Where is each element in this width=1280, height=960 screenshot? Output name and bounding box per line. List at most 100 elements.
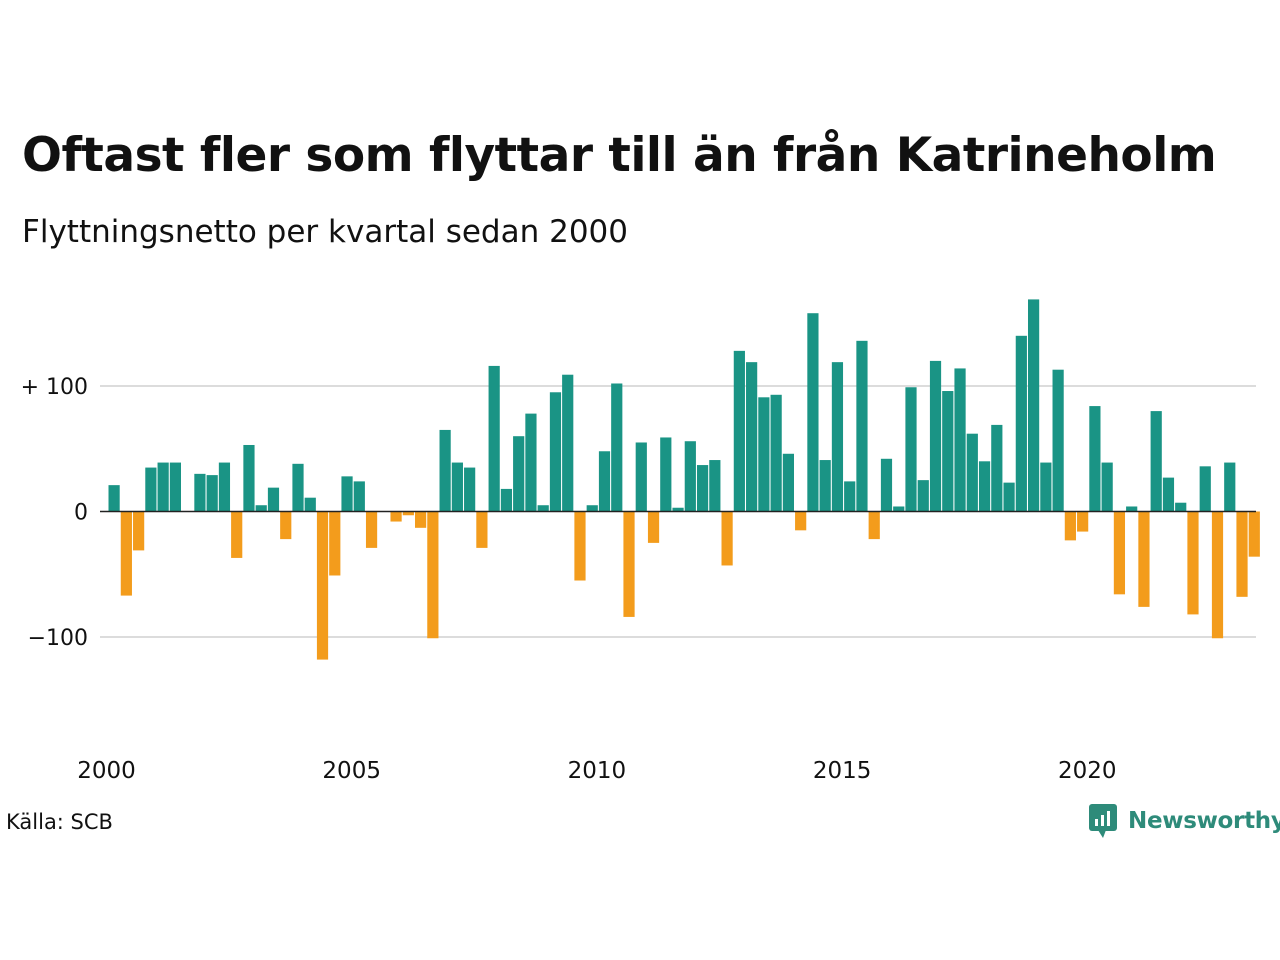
bar-positive [696,465,709,512]
bar-positive [929,360,942,512]
bar-positive [500,488,513,512]
bar-positive [218,462,231,512]
bar-positive [341,476,353,512]
bar-positive [1199,466,1211,512]
bar-positive [1126,506,1138,512]
x-tick-label: 2010 [568,758,627,784]
bar-negative [365,511,378,548]
bar-negative [476,511,488,548]
bar-negative [390,511,402,522]
source-note: Källa: SCB [6,810,113,834]
bar-positive [709,460,721,512]
bar-positive [353,481,365,512]
bar-positive [672,507,684,512]
bar-negative [1248,511,1260,557]
bar-negative [133,511,145,551]
bar-positive [856,340,868,512]
bar-negative [329,511,341,576]
bar-positive [206,475,218,512]
bar-positive [966,433,978,512]
chart-title: Oftast fler som flyttar till än från Kat… [22,128,1217,183]
bar-positive [108,485,120,512]
bar-positive [893,506,905,512]
bar-negative [721,511,733,566]
bar-positive [292,463,304,512]
bar-positive [439,429,451,512]
bar-positive [611,383,623,512]
x-tick-label: 2015 [813,758,872,784]
bar-negative [427,511,439,639]
newsworthy-logo-icon [1089,804,1117,838]
bar-positive [451,462,463,512]
bar-positive [880,458,893,512]
bar-positive [1015,335,1027,512]
chart-subtitle: Flyttningsnetto per kvartal sedan 2000 [22,214,628,250]
bar-positive [844,481,856,512]
bar-positive [464,467,476,512]
bar-positive [635,442,647,512]
bar-positive [831,362,844,512]
bar-positive [660,437,672,512]
newsworthy-logo[interactable]: Newsworthy [1088,803,1280,839]
bar-negative [1064,511,1076,541]
bar-positive [525,413,537,512]
bar-negative [120,511,132,596]
bar-negative [402,511,414,516]
bar-positive [267,487,280,512]
bar-positive [1101,462,1113,512]
bar-positive [513,436,525,512]
x-tick-label: 2005 [322,758,381,784]
bar-positive [1040,462,1052,512]
bar-negative [1187,511,1199,615]
bar-positive [562,374,574,512]
x-tick-label: 2000 [77,758,136,784]
bar-positive [157,462,169,512]
bar-positive [782,453,794,512]
y-tick-label: + 100 [21,375,88,400]
bar-negative [868,511,880,540]
newsworthy-logo-text: Newsworthy [1128,808,1280,834]
bar-positive [991,424,1003,512]
bar-positive [978,461,991,512]
bar-positive [1028,299,1040,512]
bar-positive [819,460,831,512]
bar-negative [316,511,329,660]
bar-positive [746,362,758,512]
bar-positive [954,368,966,512]
bar-negative [1113,511,1126,595]
bar-positive [1052,369,1064,512]
bar-positive [917,480,929,512]
bar-positive [1175,502,1187,512]
bar-negative [647,511,660,543]
bar-negative [1211,511,1224,639]
bar-positive [586,505,598,512]
bar-positive [1150,411,1162,512]
y-tick-label: −100 [28,626,88,651]
y-tick-label: 0 [74,501,88,526]
bar-positive [942,391,954,512]
axes: + 100 0 −100 2000 2005 2010 2015 2020 [21,375,1256,784]
bar-positive [684,441,696,512]
bars [108,299,1260,660]
bar-negative [1138,511,1150,607]
bar-positive [537,505,549,512]
bar-positive [1224,462,1236,512]
bar-negative [231,511,243,558]
bar-positive [1089,406,1101,512]
bar-positive [598,451,611,512]
x-tick-label: 2020 [1058,758,1117,784]
bar-positive [807,313,819,512]
bar-negative [795,511,807,531]
bar-positive [733,350,745,512]
bar-positive [145,467,157,512]
bar-positive [243,444,255,512]
bar-positive [1162,477,1175,512]
bar-positive [304,497,316,512]
bar-positive [770,394,782,512]
bar-positive [488,365,500,512]
bar-negative [1236,511,1248,597]
bar-negative [1077,511,1089,532]
bar-positive [1003,482,1015,512]
bar-positive [255,505,267,512]
